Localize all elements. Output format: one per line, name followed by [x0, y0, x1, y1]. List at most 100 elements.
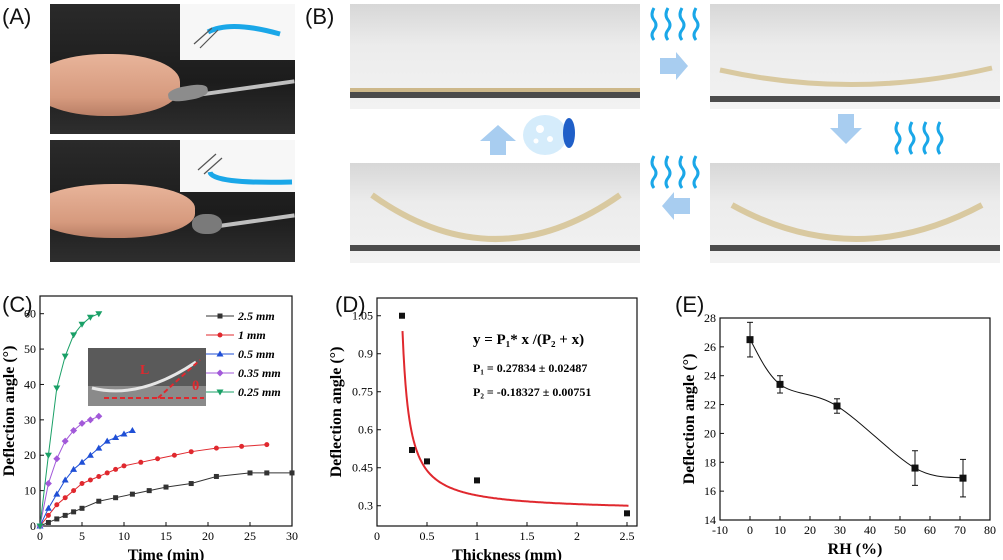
y-tick-label: 18	[704, 455, 716, 469]
x-tick-label: -10	[712, 523, 728, 537]
data-point	[155, 456, 161, 462]
legend-label: 0.35 mm	[238, 366, 281, 380]
data-point	[409, 447, 415, 453]
photo-b-slight-bend	[710, 4, 1000, 109]
y-tick-label: 20	[24, 448, 36, 462]
data-point	[78, 458, 86, 465]
data-point	[54, 516, 60, 522]
data-point	[833, 402, 841, 410]
data-point	[474, 477, 480, 484]
x-tick-label: 25	[244, 529, 256, 543]
data-point	[128, 426, 136, 433]
x-tick-label: 15	[160, 529, 172, 543]
schematic-inset	[180, 140, 295, 192]
data-point	[71, 488, 77, 494]
fit-curve	[401, 331, 629, 507]
inset-label-l: L	[140, 363, 149, 378]
data-point	[87, 477, 93, 483]
data-point	[53, 490, 61, 497]
legend-marker	[217, 332, 223, 338]
finger-image	[50, 184, 195, 238]
legend-marker	[216, 369, 224, 377]
data-point	[70, 332, 78, 339]
legend-marker	[216, 350, 224, 357]
x-tick-label: 60	[924, 523, 936, 537]
data-point	[289, 470, 295, 476]
y-tick-label: 24	[704, 369, 716, 383]
bent-film-image	[730, 202, 984, 242]
data-point	[95, 311, 103, 318]
data-point	[171, 452, 177, 458]
data-point	[71, 509, 77, 515]
data-point	[86, 416, 94, 424]
y-axis-label: Deflection angle (°)	[681, 354, 698, 485]
data-point	[959, 474, 967, 482]
data-point	[79, 481, 85, 487]
data-point	[45, 519, 51, 525]
y-tick-label: 0.9	[358, 347, 373, 361]
data-point	[78, 321, 86, 328]
legend-label: 2.5 mm	[237, 309, 275, 323]
data-point	[399, 312, 405, 319]
y-tick-label: 40	[24, 377, 36, 391]
y-tick-label: 26	[704, 340, 716, 354]
data-point	[86, 451, 94, 458]
flat-film-image	[350, 88, 640, 92]
shelf-edge	[710, 96, 1000, 102]
x-tick-label: 0	[747, 523, 753, 537]
data-point	[44, 504, 52, 511]
inset-chord	[157, 359, 201, 399]
bent-film-sketch-icon	[193, 23, 281, 49]
x-axis-label: RH (%)	[828, 541, 883, 558]
data-point	[213, 445, 219, 451]
data-point	[36, 523, 44, 530]
data-point	[188, 449, 194, 455]
chart-c-deflection-vs-time: 0 5 10 15 20 25 30 0 10 20 30 40 50 60 Time (min) Defle…	[1, 295, 298, 560]
data-point	[61, 437, 69, 445]
data-point	[95, 412, 103, 420]
chart-d-deflection-vs-thickness: 0 0.5 1 1.5 2 2.5 0.3 0.45 0.6 0.75 0.9 1.05 Thickne…	[328, 297, 638, 560]
x-tick-label: 20	[202, 529, 214, 543]
photo-a-bottom	[50, 140, 295, 262]
data-point	[62, 512, 68, 518]
x-axis-label: Thickness (mm)	[452, 547, 562, 560]
data-point	[104, 470, 110, 476]
data-point	[746, 336, 754, 344]
y-tick-label: 0	[30, 519, 36, 533]
y-tick-label: 16	[704, 484, 716, 498]
panel-label-a: (A)	[2, 4, 32, 29]
inset-film-curve	[91, 360, 197, 393]
data-point	[113, 495, 119, 501]
fit-param-p2: P₂ = -0.18327 ± 0.00751	[473, 385, 591, 399]
data-point	[163, 484, 169, 490]
y-tick-label: 50	[24, 342, 36, 356]
fit-param-p1: P₁ = 0.27834 ± 0.02487	[473, 361, 587, 375]
y-tick-label: 28	[704, 311, 716, 325]
y-axis-label: Deflection angle (°)	[328, 347, 345, 478]
panel-label-e: (E)	[675, 292, 705, 317]
data-point	[776, 380, 784, 388]
panel-label-b: (B)	[305, 4, 335, 29]
data-point	[53, 385, 61, 392]
data-point	[54, 502, 60, 508]
data-point	[112, 434, 120, 441]
x-tick-label: 30	[286, 529, 298, 543]
x-tick-label: 40	[864, 523, 876, 537]
panel-label-d: (D)	[335, 292, 366, 317]
x-tick-label: 1.5	[520, 529, 535, 543]
data-point	[239, 443, 245, 449]
data-point	[70, 465, 78, 472]
x-tick-label: 20	[804, 523, 816, 537]
data-point	[61, 353, 69, 360]
legend-marker	[217, 313, 223, 319]
y-axis-label: Deflection angle (°)	[1, 346, 18, 477]
x-tick-label: 80	[984, 523, 996, 537]
data-point	[96, 473, 102, 479]
data-point	[45, 512, 51, 518]
data-point	[138, 459, 144, 465]
data-point	[129, 491, 135, 497]
data-point	[70, 426, 78, 434]
photo-b-flat	[350, 4, 640, 109]
panel-label-c: (C)	[2, 292, 33, 317]
shelf-edge	[710, 245, 1000, 251]
